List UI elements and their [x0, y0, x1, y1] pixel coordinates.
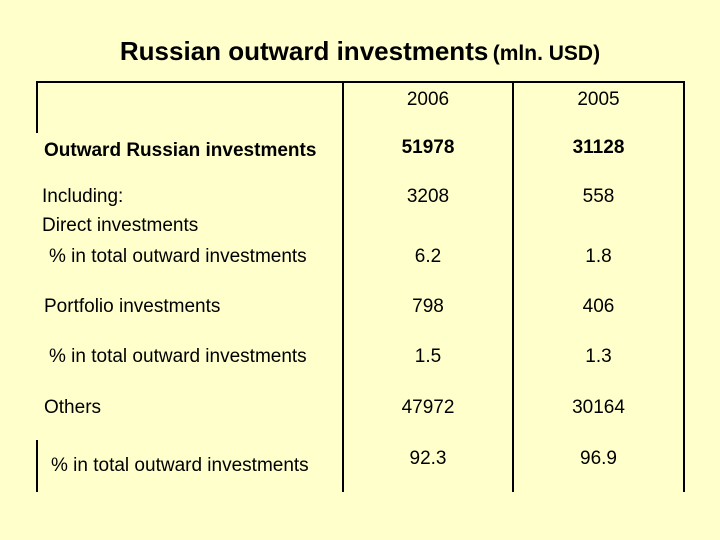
value-2005: 558 [582, 186, 615, 207]
title-main: Russian outward investments [119, 36, 489, 66]
value-2006: 1.5 [414, 346, 442, 367]
value-2006: 92.3 [409, 448, 447, 469]
table-left-border [36, 81, 38, 133]
column-divider [342, 81, 344, 492]
value-2005: 30164 [572, 397, 625, 418]
title-unit: (mln. USD) [492, 42, 601, 65]
page-title: Russian outward investments (mln. USD) [0, 36, 720, 67]
row-label-others-share: % in total outward investments [51, 455, 309, 476]
row-label-direct-share: % in total outward investments [49, 246, 307, 267]
row-label-outward: Outward Russian investments [44, 140, 317, 161]
header-2006: 2006 [406, 89, 450, 110]
table-left-border [36, 440, 38, 492]
row-label-including: Including: [42, 186, 124, 207]
header-2005: 2005 [577, 89, 620, 110]
value-2005: 1.8 [585, 246, 612, 267]
column-divider [512, 81, 514, 492]
row-label-portfolio: Portfolio investments [44, 296, 221, 317]
value-2005: 96.9 [580, 448, 617, 469]
value-2005: 1.3 [585, 346, 612, 367]
row-label-direct: Direct investments [42, 215, 199, 236]
value-2006: 51978 [401, 137, 455, 158]
value-2005: 406 [582, 296, 615, 317]
value-2005: 31128 [572, 137, 625, 158]
row-label-others: Others [44, 397, 102, 418]
value-2006: 798 [412, 296, 444, 317]
value-2006: 6.2 [414, 246, 442, 267]
investment-table [36, 81, 685, 492]
value-2006: 3208 [406, 186, 450, 207]
row-label-portfolio-share: % in total outward investments [49, 346, 307, 367]
value-2006: 47972 [401, 397, 455, 418]
